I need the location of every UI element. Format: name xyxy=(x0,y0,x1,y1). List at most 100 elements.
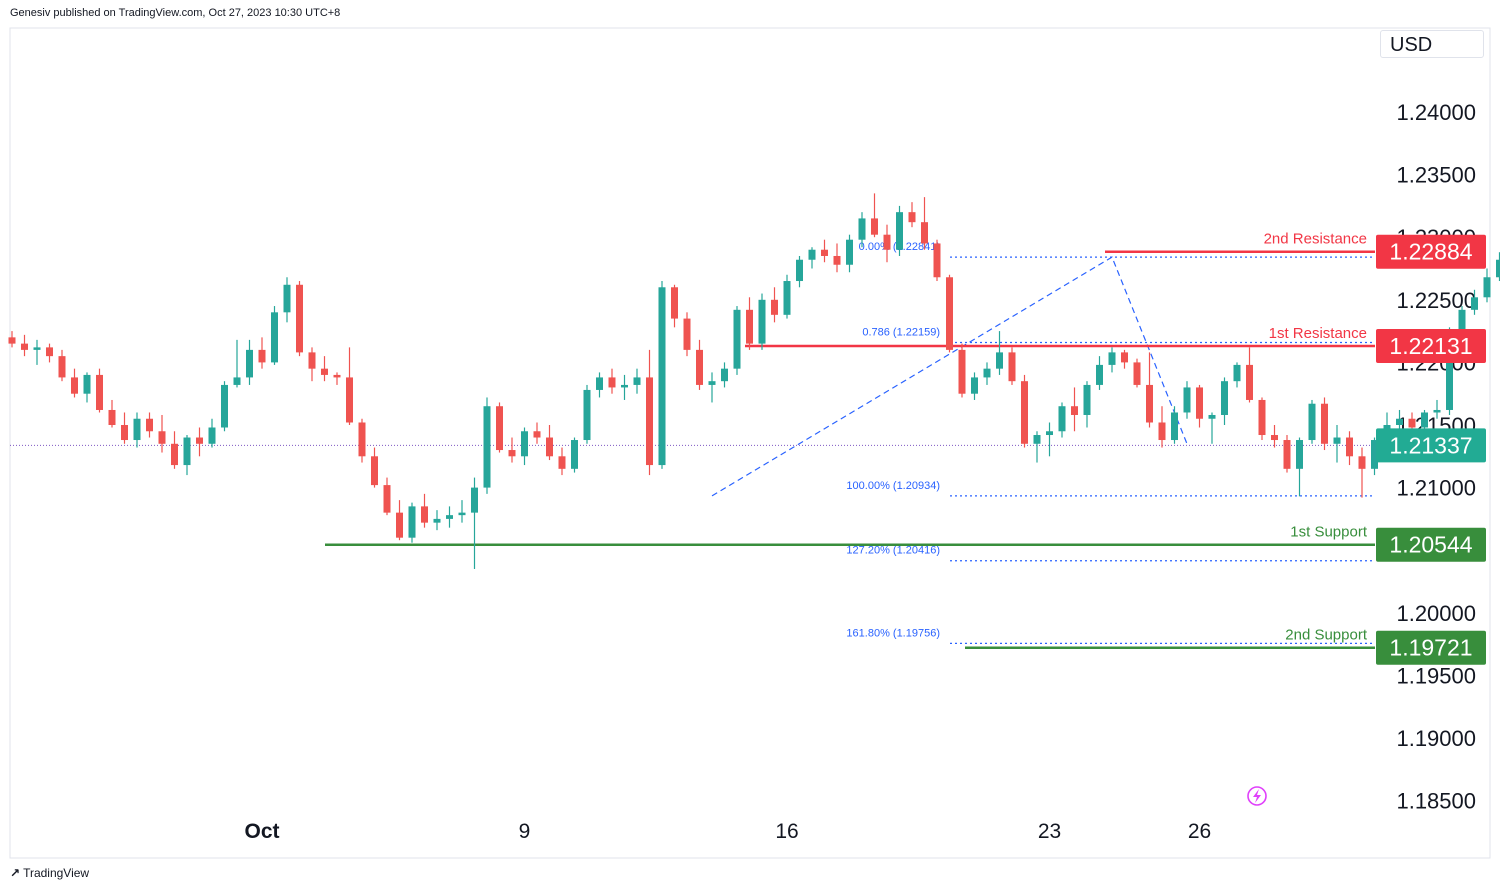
candle xyxy=(1058,402,1066,438)
candle xyxy=(1396,409,1403,432)
candle xyxy=(446,506,453,528)
time-axis: Oct 9 16 23 26 xyxy=(244,820,1211,843)
candle xyxy=(533,422,541,444)
fib-level-label: 161.80% (1.19756) xyxy=(846,627,940,639)
candle xyxy=(908,202,916,228)
candle xyxy=(1496,252,1500,282)
candle xyxy=(246,339,253,385)
fib-level-label: 0.786 (1.22159) xyxy=(862,326,940,338)
candle xyxy=(1083,381,1091,428)
candle xyxy=(1308,399,1316,444)
candle xyxy=(933,239,941,282)
currency-button[interactable]: USD xyxy=(1380,30,1484,58)
candle xyxy=(1146,352,1153,428)
candle xyxy=(1183,381,1191,419)
candle xyxy=(758,293,766,350)
svg-text:1.22884: 1.22884 xyxy=(1389,239,1472,265)
candle xyxy=(233,339,241,388)
candle xyxy=(671,284,678,328)
candle xyxy=(158,414,166,453)
candle xyxy=(471,477,478,569)
price-tick-label: 1.19000 xyxy=(1396,726,1476,751)
candle xyxy=(783,274,791,319)
candle xyxy=(396,500,403,541)
fibonacci-zigzag xyxy=(711,256,1188,497)
level-price-badge: 1.19721 xyxy=(1376,630,1486,665)
candle xyxy=(921,197,928,250)
level-price-badge: 1.22884 xyxy=(1376,234,1486,269)
candle xyxy=(221,381,228,432)
candle xyxy=(383,477,391,516)
candle xyxy=(458,500,466,523)
candle xyxy=(46,343,53,363)
candle xyxy=(1471,289,1478,315)
level-name-label: 1st Support xyxy=(1290,524,1368,541)
fib-level-label: 127.20% (1.20416) xyxy=(846,545,940,557)
candle xyxy=(371,447,378,488)
candle xyxy=(183,435,191,476)
candle xyxy=(433,510,441,531)
candle xyxy=(1196,384,1203,428)
candle xyxy=(1121,349,1128,369)
tradingview-logo-icon: ↗︎ xyxy=(10,866,20,880)
candle xyxy=(96,368,103,413)
candle xyxy=(1158,406,1166,448)
candle xyxy=(1271,425,1278,448)
svg-text:1.22131: 1.22131 xyxy=(1389,333,1472,359)
price-tick-label: 1.19500 xyxy=(1396,663,1476,688)
candle xyxy=(658,281,666,469)
candle xyxy=(1221,377,1228,425)
candle xyxy=(746,297,753,350)
candle xyxy=(1346,431,1353,466)
candle xyxy=(1246,347,1253,403)
candle xyxy=(1433,399,1441,419)
candle xyxy=(1483,268,1491,303)
candle xyxy=(483,397,491,494)
candle xyxy=(1321,397,1328,451)
candle xyxy=(421,493,428,528)
support-resistance-levels: 2nd Resistance 1st Resistance 1st Support 2… xyxy=(325,231,1375,649)
level-price-badge: 1.20544 xyxy=(1376,527,1486,562)
candle xyxy=(1171,406,1178,444)
candle xyxy=(1033,431,1041,463)
candle xyxy=(1046,422,1053,457)
candle xyxy=(8,331,16,348)
candle xyxy=(546,425,553,461)
candle xyxy=(1133,358,1141,388)
svg-text:1.19721: 1.19721 xyxy=(1389,635,1472,661)
candle xyxy=(883,224,891,263)
candle xyxy=(621,374,628,400)
chart-border xyxy=(9,27,1491,859)
lightning-icon[interactable] xyxy=(1247,786,1267,806)
level-price-badge: 1.22131 xyxy=(1376,328,1486,363)
candle xyxy=(958,343,966,398)
candle xyxy=(496,402,503,453)
candle xyxy=(871,193,878,238)
publisher-caption: Genesiv published on TradingView.com, Oc… xyxy=(10,7,341,19)
candle xyxy=(996,331,1003,375)
candle xyxy=(146,412,153,438)
candles xyxy=(8,193,1500,569)
candle xyxy=(633,368,641,394)
svg-text:1.20544: 1.20544 xyxy=(1389,532,1472,558)
candle xyxy=(583,384,591,444)
candle xyxy=(1021,374,1028,448)
candle xyxy=(771,287,778,323)
candle xyxy=(21,334,28,357)
price-tick-label: 1.20000 xyxy=(1396,601,1476,626)
level-name-label: 1st Resistance xyxy=(1269,325,1367,342)
candle xyxy=(196,427,203,457)
price-tick-label: 1.21000 xyxy=(1396,476,1476,501)
candle xyxy=(308,347,316,382)
fib-level-label: 100.00% (1.20934) xyxy=(846,480,940,492)
candle xyxy=(1371,437,1378,476)
price-tick-label: 1.18500 xyxy=(1396,789,1476,814)
current-price-badge: 1.21337 xyxy=(1376,428,1486,463)
candle xyxy=(896,205,903,256)
candle xyxy=(108,399,116,428)
candle xyxy=(1008,347,1016,385)
candle xyxy=(946,274,953,353)
candle xyxy=(283,277,291,323)
candle xyxy=(1296,437,1303,497)
